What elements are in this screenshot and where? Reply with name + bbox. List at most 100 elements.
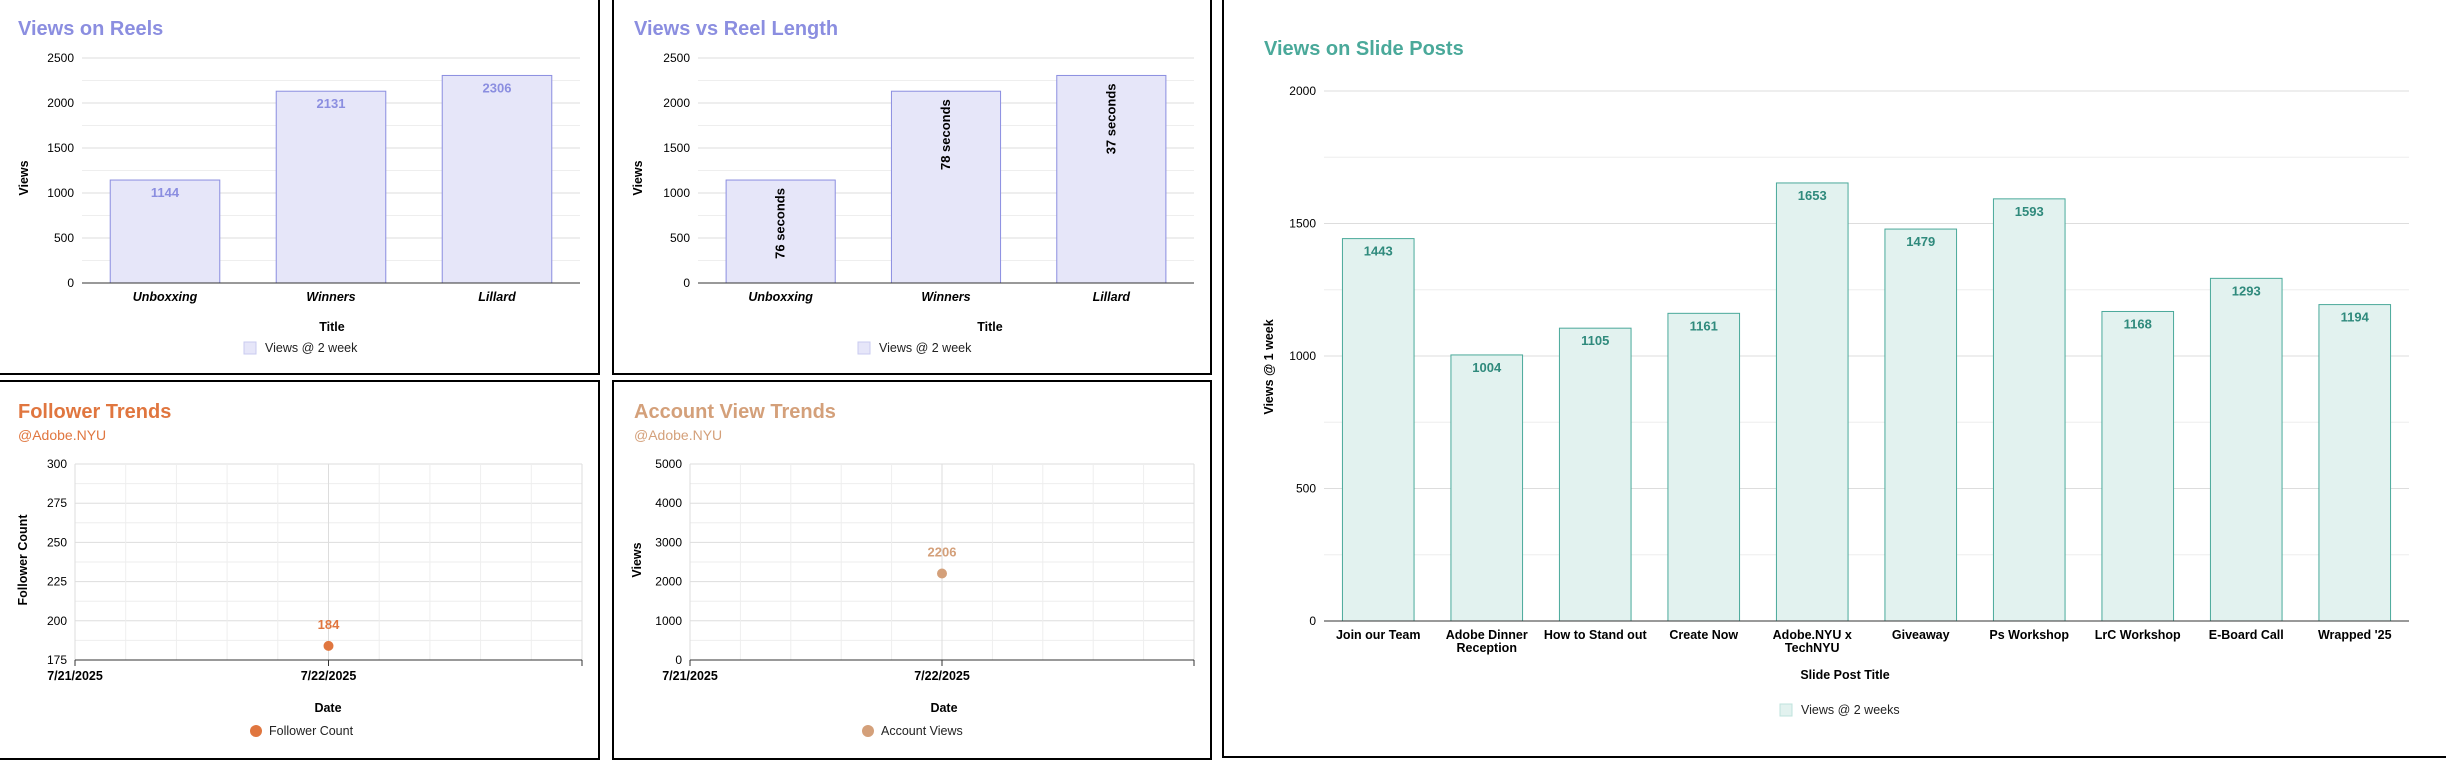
- data-label: 1168: [2124, 316, 2152, 331]
- data-label: 184: [318, 617, 340, 632]
- bar: [2101, 310, 2175, 622]
- y-tick-label: 500: [54, 231, 74, 245]
- bar: [1450, 354, 1524, 622]
- x-axis-label: Date: [930, 701, 957, 715]
- x-tick-label: 7/22/2025: [301, 669, 357, 683]
- chart-title: Follower Trends: [18, 401, 171, 423]
- x-tick-label: Join our Team: [1336, 628, 1421, 642]
- legend-swatch: [250, 725, 262, 737]
- chart-title: Views vs Reel Length: [634, 18, 838, 40]
- y-tick-label: 2000: [47, 96, 74, 110]
- x-tick-label: Winners: [921, 290, 970, 304]
- x-tick-label: Winners: [306, 290, 355, 304]
- x-tick-label: TechNYU: [1785, 641, 1840, 655]
- account-chart: Account View Trends @Adobe.NYU 0 1000 2000…: [630, 401, 1195, 738]
- y-tick-label: 1500: [663, 141, 690, 155]
- x-tick-label: Unboxxing: [133, 290, 198, 304]
- x-tick-label: Lillard: [1093, 290, 1131, 304]
- y-tick-label: 1000: [663, 186, 690, 200]
- x-tick-label: Adobe.NYU x: [1773, 628, 1852, 642]
- data-label: 1194: [2341, 310, 2370, 325]
- y-tick-label: 1500: [1289, 217, 1316, 231]
- y-axis-label: Views: [631, 160, 645, 195]
- y-tick-label: 2500: [663, 51, 690, 65]
- bar: [1775, 182, 1849, 622]
- y-tick-label: 1000: [655, 614, 682, 628]
- data-label: 37 seconds: [1103, 83, 1118, 154]
- y-tick-label: 2500: [47, 51, 74, 65]
- x-tick-label: 7/21/2025: [662, 669, 718, 683]
- bar: [725, 179, 836, 284]
- data-label: 2206: [928, 545, 957, 560]
- legend-swatch: [862, 725, 874, 737]
- data-label: 1293: [2232, 283, 2261, 298]
- chart-subtitle: @Adobe.NYU: [634, 427, 722, 443]
- y-axis-label: Views @ 1 week: [1262, 319, 1276, 414]
- x-tick-label: Giveaway: [1892, 628, 1950, 642]
- y-tick-label: 2000: [663, 96, 690, 110]
- y-tick-label: 0: [1309, 614, 1316, 628]
- slides-chart-panel: Views on Slide Posts 0 500 1000 1500 2000 144…: [1222, 0, 2446, 758]
- reel-length-chart: Views vs Reel Length 0 500 1000 1500 2000 250…: [631, 18, 1194, 355]
- chart-title: Account View Trends: [634, 401, 836, 423]
- y-tick-label: 4000: [655, 496, 682, 510]
- bar: [109, 179, 221, 284]
- y-tick-label: 500: [670, 231, 690, 245]
- y-tick-label: 0: [67, 276, 74, 290]
- legend-label: Account Views: [881, 724, 963, 738]
- y-tick-label: 2000: [1289, 84, 1316, 98]
- chart-subtitle: @Adobe.NYU: [18, 427, 106, 443]
- x-tick-label: 7/21/2025: [47, 669, 103, 683]
- y-tick-label: 175: [47, 653, 67, 667]
- chart-title: Views on Slide Posts: [1264, 38, 1464, 60]
- x-tick-label: Unboxxing: [748, 290, 813, 304]
- data-label: 1161: [1690, 318, 1718, 333]
- legend-swatch: [243, 341, 257, 355]
- legend-label: Views @ 2 weeks: [1801, 703, 1900, 717]
- y-tick-label: 300: [47, 457, 67, 471]
- x-tick-label: Reception: [1457, 641, 1517, 655]
- x-tick-label: LrC Workshop: [2095, 628, 2181, 642]
- data-label: 1593: [2015, 204, 2044, 219]
- data-label: 1004: [1472, 360, 1502, 375]
- legend-swatch: [1779, 703, 1793, 717]
- x-axis-label: Slide Post Title: [1800, 668, 1889, 682]
- data-label: 1105: [1581, 333, 1609, 348]
- legend-label: Follower Count: [269, 724, 354, 738]
- y-axis-label: Views: [17, 160, 31, 195]
- x-tick-label: 7/22/2025: [914, 669, 970, 683]
- x-tick-label: Adobe Dinner: [1446, 628, 1528, 642]
- legend-label: Views @ 2 week: [265, 341, 358, 355]
- data-label: 2131: [317, 96, 346, 111]
- y-tick-label: 0: [683, 276, 690, 290]
- x-tick-label: How to Stand out: [1544, 628, 1648, 642]
- x-tick-label: Lillard: [478, 290, 516, 304]
- data-label: 1479: [1906, 234, 1935, 249]
- plot-area: 0 500 1000 1500 2000 1443 Join our Team 1004 Ado…: [1289, 84, 2409, 655]
- legend-swatch: [857, 341, 871, 355]
- data-label: 2306: [483, 80, 512, 95]
- data-point: [937, 568, 947, 579]
- chart-title: Views on Reels: [18, 18, 163, 40]
- y-tick-label: 2000: [655, 575, 682, 589]
- bar: [1667, 312, 1741, 622]
- x-axis-label: Title: [319, 320, 345, 334]
- bar: [275, 90, 387, 284]
- legend-label: Views @ 2 week: [879, 341, 972, 355]
- x-tick-label: Wrapped '25: [2318, 628, 2392, 642]
- y-tick-label: 1500: [47, 141, 74, 155]
- bar: [2209, 277, 2283, 622]
- reel-length-chart-panel: Views vs Reel Length 0 500 1000 1500 2000 250…: [612, 0, 1212, 375]
- bar: [441, 74, 553, 284]
- y-tick-label: 250: [47, 535, 67, 549]
- plot-area: 0 500 1000 1500 2000 2500 1144 Unboxxing 2131 Win…: [47, 51, 580, 304]
- data-label: 76 seconds: [773, 188, 788, 259]
- bar: [2318, 304, 2392, 622]
- x-axis-label: Title: [977, 320, 1003, 334]
- y-tick-label: 1000: [47, 186, 74, 200]
- data-label: 78 seconds: [938, 99, 953, 170]
- data-label: 1144: [151, 185, 180, 200]
- y-tick-label: 1000: [1289, 349, 1316, 363]
- account-chart-panel: Account View Trends @Adobe.NYU 0 1000 2000…: [612, 380, 1212, 760]
- y-tick-label: 500: [1296, 482, 1316, 496]
